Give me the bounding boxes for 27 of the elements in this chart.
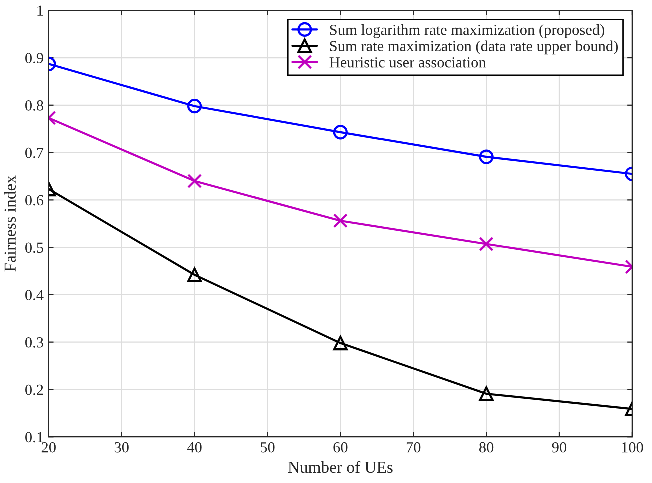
x-tick-label: 40 [187, 442, 202, 453]
x-tick-label: 20 [42, 442, 56, 453]
y-tick-label: 1 [38, 6, 44, 16]
y-tick-label: 0.1 [26, 432, 44, 443]
point [333, 125, 348, 140]
point [333, 214, 348, 228]
y-tick-label: 0.6 [26, 195, 44, 206]
point [333, 336, 348, 351]
y-tick-label: 0.5 [26, 242, 44, 254]
y-tick-label: 0.8 [26, 100, 44, 111]
y-tick-label: 0.9 [26, 53, 44, 64]
y-tick-label: 0.2 [26, 384, 44, 396]
x-tick-label: 50 [260, 442, 275, 453]
legend-label: Sum logarithm rate maximization (proposed) [330, 24, 604, 38]
x-tick-label: 80 [480, 442, 494, 453]
y-tick-label: 0.3 [26, 337, 44, 348]
x-tick-label: 90 [552, 442, 567, 453]
y-tick-label: 0.7 [26, 148, 44, 158]
x-axis-title: Number of UEs [288, 461, 393, 474]
legend-label: Heuristic user association [330, 57, 486, 68]
y-tick-label: 0.4 [26, 290, 44, 300]
x-tick-label: 60 [334, 442, 348, 453]
x-tick-label: 100 [622, 442, 644, 453]
legend-label: Sum rate maximization (data rate upper bound) [330, 40, 618, 55]
y-axis-title: Fairness index [4, 176, 16, 272]
x-tick-label: 30 [114, 442, 129, 453]
x-tick-label: 70 [406, 442, 421, 453]
